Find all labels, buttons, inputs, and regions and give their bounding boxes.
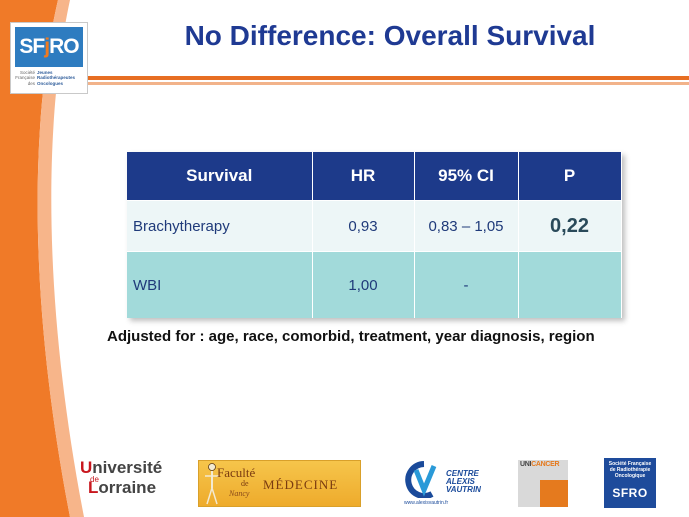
title-divider — [88, 76, 689, 80]
survival-table: Survival HR 95% CI P Brachytherapy 0,93 … — [127, 152, 622, 318]
table-header-row: Survival HR 95% CI P — [127, 152, 622, 201]
ul-letter: U — [80, 458, 93, 477]
cell-hr: 0,93 — [312, 200, 415, 252]
sfro-logo: Société Française de Radiothérapie Oncol… — [604, 458, 656, 508]
skeleton-icon — [205, 463, 219, 505]
ul-text: orraine — [98, 478, 157, 497]
logo-sub-left: Française — [15, 75, 35, 81]
cav-url: www.alexisvautrin.fr — [404, 500, 449, 506]
sfro-line: de Radiothérapie — [609, 467, 651, 473]
cav-line: CENTRE — [446, 469, 479, 478]
unicancer-square — [540, 480, 568, 507]
logo-text-ro: RO — [49, 35, 79, 58]
logo-sub-right: Radiothérapeutes — [37, 75, 76, 81]
column-header-hr: HR — [312, 152, 415, 201]
sfjro-logo: SF j RO Société Française des Jeunes Radio… — [10, 22, 88, 94]
cav-text: CENTRE ALEXIS VAUTRIN — [446, 470, 481, 494]
cav-line: VAUTRIN — [446, 485, 481, 494]
table-row: Brachytherapy 0,93 0,83 – 1,05 0,22 — [127, 200, 622, 252]
column-header-ci: 95% CI — [414, 152, 519, 201]
cell-label: WBI — [127, 251, 313, 318]
fm-text: MÉDECINE — [263, 477, 339, 492]
centre-alexis-vautrin-logo: CENTRE ALEXIS VAUTRIN www.alexisvautrin.… — [402, 458, 482, 508]
sfjro-logo-mark: SF j RO — [15, 27, 83, 67]
sfjro-logo-subtitle: Société Française des Jeunes Radiothérap… — [15, 70, 85, 92]
ul-text: niversité — [92, 458, 163, 477]
logo-sub-left: Société — [19, 70, 35, 75]
table-row: WBI 1,00 - — [127, 251, 622, 318]
universite-lorraine-logo: Université de Lorraine — [80, 458, 170, 508]
slide-title: No Difference: Overall Survival — [184, 20, 596, 51]
column-header-survival: Survival — [127, 152, 313, 201]
cell-ci: 0,83 – 1,05 — [414, 200, 519, 252]
adjustment-note: Adjusted for : age, race, comorbid, trea… — [107, 328, 595, 345]
cav-line: ALEXIS — [446, 477, 475, 486]
logo-sub-right: Jeunes — [37, 70, 53, 75]
logo-sub-right: Oncologues — [37, 80, 64, 86]
cav-emblem-icon — [405, 461, 437, 498]
sfro-line: Société Française — [608, 461, 652, 467]
unicancer-logo: UNICANCER — [518, 460, 568, 507]
cell-p — [518, 251, 622, 318]
faculte-medecine-logo: Faculté de MÉDECINE Nancy — [198, 460, 361, 507]
sfro-line: Oncologique — [614, 473, 646, 479]
title-divider-light — [88, 82, 689, 85]
cell-hr: 1,00 — [312, 251, 415, 318]
unicancer-uni: UNI — [520, 461, 532, 468]
cell-ci: - — [414, 251, 519, 318]
ul-de: de — [90, 475, 99, 484]
unicancer-text: UNICANCER — [520, 461, 560, 468]
logo-sub-left: des — [27, 80, 35, 86]
cell-label: Brachytherapy — [127, 200, 313, 252]
column-header-p: P — [518, 152, 622, 201]
ul-letter: L — [88, 478, 99, 497]
logo-text-sf: SF — [19, 35, 45, 58]
fm-text: de — [241, 479, 249, 488]
fm-text: Nancy — [229, 489, 250, 498]
logo-text-j: j — [44, 35, 50, 58]
cell-p: 0,22 — [518, 200, 622, 252]
unicancer-cancer: CANCER — [531, 461, 560, 468]
sfro-subtitle: Société Française de Radiothérapie Oncol… — [604, 458, 656, 479]
sfro-name: SFRO — [612, 486, 648, 500]
fm-text: Faculté — [217, 465, 256, 480]
